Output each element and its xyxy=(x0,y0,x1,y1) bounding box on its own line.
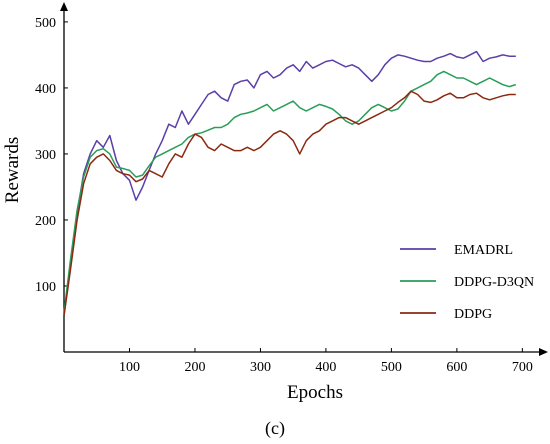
y-tick-label: 400 xyxy=(35,82,56,97)
legend-label-ddpg: DDPG xyxy=(454,307,492,322)
x-tick-label: 100 xyxy=(119,360,140,375)
x-tick-label: 600 xyxy=(446,360,467,375)
legend-label-emadrl: EMADRL xyxy=(454,243,513,258)
legend-label-ddpg-d3qn: DDPG-D3QN xyxy=(454,275,534,290)
x-tick-label: 300 xyxy=(250,360,271,375)
axes: 100 200 300 400 500 600 700 100 200 300 400 500 xyxy=(35,2,548,375)
figure-caption: (c) xyxy=(265,418,285,439)
x-tick-label: 700 xyxy=(512,360,533,375)
x-tick-label: 200 xyxy=(184,360,205,375)
y-tick-label: 100 xyxy=(35,280,56,295)
y-axis-title: Rewards xyxy=(2,137,23,203)
series-layer xyxy=(63,50,517,316)
y-tick-label: 500 xyxy=(35,16,56,31)
y-tick-label: 300 xyxy=(35,148,56,163)
legend: EMADRL DDPG-D3QN DDPG xyxy=(400,243,534,322)
series-line-ddpg-d3qn xyxy=(63,70,517,313)
series-line-emadrl xyxy=(63,50,516,316)
series-line-ddpg xyxy=(63,90,516,316)
x-axis-arrow xyxy=(539,348,548,356)
y-tick-label: 200 xyxy=(35,214,56,229)
x-axis-title: Epochs xyxy=(287,382,343,403)
x-tick-label: 400 xyxy=(315,360,336,375)
x-tick-label: 500 xyxy=(381,360,402,375)
y-axis-arrow xyxy=(60,2,68,11)
